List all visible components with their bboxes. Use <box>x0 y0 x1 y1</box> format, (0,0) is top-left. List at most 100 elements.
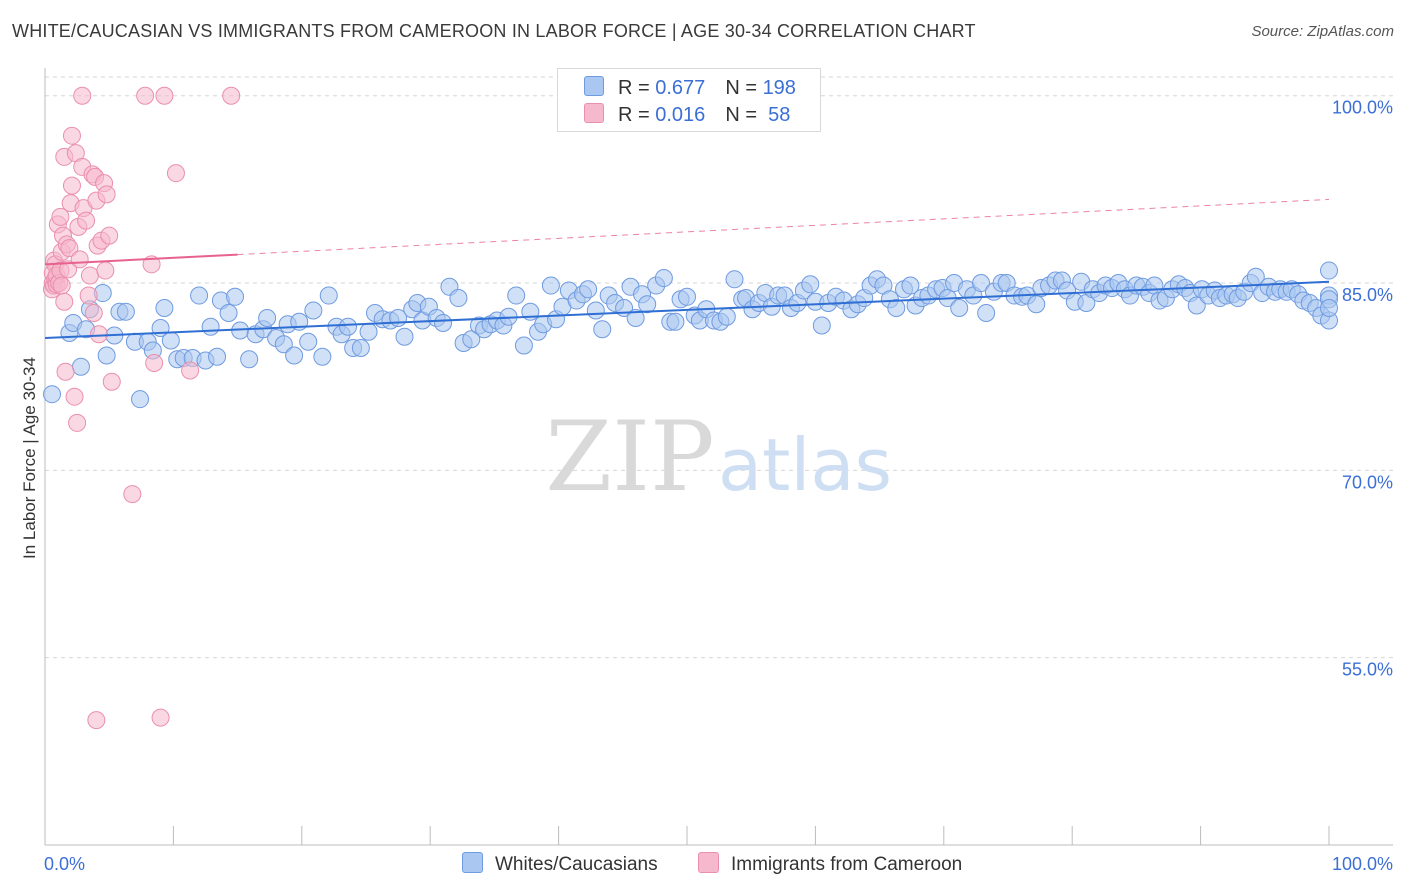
x-tick-label: 100.0% <box>1332 854 1393 874</box>
legend-r-value: 0.677 <box>655 77 706 99</box>
watermark-atlas: atlas <box>718 423 892 507</box>
point-whites <box>219 304 238 323</box>
bottom-legend-label: Immigrants from Cameroon <box>731 854 963 875</box>
point-whites <box>351 338 370 357</box>
point-whites <box>240 350 259 369</box>
point-whites <box>1027 295 1046 314</box>
point-whites <box>801 275 820 294</box>
series-immigrants-from-cameroon <box>43 86 241 730</box>
point-whites <box>666 312 685 331</box>
y-tick-label: 85.0% <box>1342 285 1393 305</box>
chart-title: WHITE/CAUCASIAN VS IMMIGRANTS FROM CAMER… <box>12 21 976 41</box>
point-whites <box>449 289 468 308</box>
series-whites-caucasians <box>43 261 1338 409</box>
legend-r-value: 0.016 <box>655 104 706 126</box>
y-tick-label: 70.0% <box>1342 472 1393 492</box>
point-whites <box>226 287 245 306</box>
point-whites <box>71 357 90 376</box>
y-tick-label: 55.0% <box>1342 660 1393 680</box>
point-cameroon <box>55 292 74 311</box>
point-cameroon <box>70 250 89 269</box>
point-whites <box>507 286 526 305</box>
point-cameroon <box>155 86 174 105</box>
point-whites <box>208 347 227 366</box>
point-cameroon <box>181 361 200 380</box>
bottom-legend-swatch-blue <box>462 852 483 873</box>
point-cameroon <box>166 164 185 183</box>
point-whites <box>1320 299 1338 318</box>
point-cameroon <box>87 711 106 730</box>
point-whites <box>258 309 277 328</box>
point-whites <box>1320 261 1338 280</box>
point-whites <box>972 274 991 293</box>
point-cameroon <box>145 353 164 372</box>
point-whites <box>116 302 135 321</box>
point-whites <box>678 287 696 306</box>
legend-r-label: R = <box>618 104 656 126</box>
legend-n-label: N = <box>725 77 763 99</box>
point-whites <box>161 331 180 350</box>
point-cameroon <box>123 485 142 504</box>
legend-r-label: R = <box>618 77 656 99</box>
point-cameroon <box>77 211 96 230</box>
trend-line-whites <box>44 280 1330 339</box>
legend-swatch-pink <box>584 103 604 123</box>
point-whites <box>586 301 605 320</box>
point-cameroon <box>68 413 87 432</box>
point-whites <box>274 335 293 354</box>
point-whites <box>638 295 657 314</box>
y-tick-label: 100.0% <box>1332 98 1393 118</box>
point-cameroon <box>89 325 108 344</box>
point-cameroon <box>62 176 81 195</box>
legend-n-value: 58 <box>762 104 791 126</box>
point-whites <box>395 327 414 346</box>
point-whites <box>626 309 645 328</box>
point-whites <box>1187 296 1206 315</box>
point-whites <box>717 307 736 326</box>
legend-swatch-blue <box>584 76 604 96</box>
y-axis-label: In Labor Force | Age 30-34 <box>20 357 39 559</box>
point-whites <box>190 286 209 305</box>
point-whites <box>887 299 906 318</box>
point-cameroon <box>73 86 92 105</box>
point-cameroon <box>65 387 84 406</box>
point-cameroon <box>51 207 70 226</box>
point-cameroon <box>84 304 103 323</box>
bottom-legend-cameroon: Immigrants from Cameroon <box>698 852 962 876</box>
x-tick-label: 0.0% <box>44 854 85 874</box>
point-cameroon <box>100 226 119 245</box>
point-whites <box>155 299 174 318</box>
point-whites <box>462 330 481 349</box>
bottom-legend-swatch-pink <box>698 852 719 873</box>
point-cameroon <box>97 185 116 204</box>
point-whites <box>977 304 996 323</box>
point-whites <box>131 390 150 409</box>
point-cameroon <box>96 261 115 280</box>
point-cameroon <box>102 372 121 391</box>
point-whites <box>285 346 304 365</box>
trend-line-cameroon-solid <box>44 253 238 266</box>
point-whites <box>901 276 920 295</box>
trend-line-cameroon-dashed <box>237 198 1330 256</box>
point-cameroon <box>136 86 155 105</box>
point-whites <box>304 301 323 320</box>
point-whites <box>299 332 318 351</box>
point-whites <box>313 347 332 366</box>
point-cameroon <box>52 276 71 295</box>
point-cameroon <box>79 286 98 305</box>
point-whites <box>514 336 533 355</box>
trend-lines <box>44 198 1330 339</box>
point-whites <box>359 322 378 341</box>
point-whites <box>97 346 116 365</box>
legend-row-whites: R = 0.677 N = 198 <box>584 76 796 100</box>
watermark: ZIP atlas <box>545 401 892 513</box>
point-whites <box>541 276 560 295</box>
point-whites <box>593 320 612 339</box>
point-whites <box>579 280 598 299</box>
tick-labels: 55.0% 70.0% 85.0% 100.0% 0.0% 100.0% <box>44 98 1393 874</box>
stats-legend: R = 0.677 N = 198 R = 0.016 N = 58 <box>557 68 821 132</box>
bottom-legend-whites: Whites/Caucasians <box>462 852 658 876</box>
point-cameroon <box>56 362 75 381</box>
point-cameroon <box>80 266 99 285</box>
